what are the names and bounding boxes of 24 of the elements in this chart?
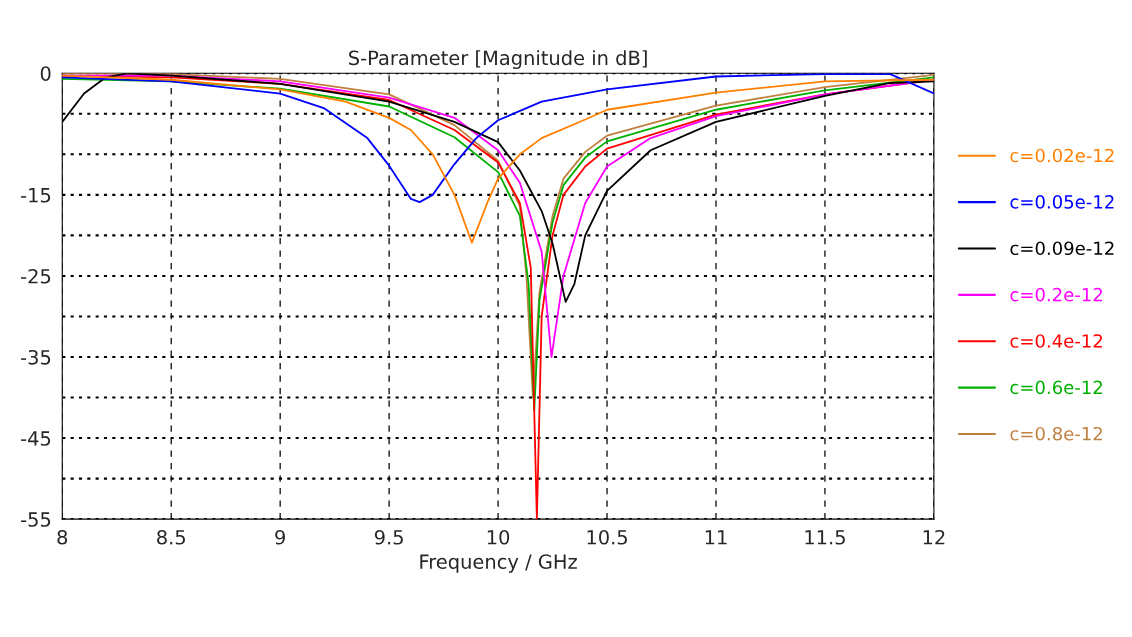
x-tick-label: 8 [57, 529, 68, 545]
x-tick-label: 10 [487, 529, 510, 545]
x-axis-title: Frequency / GHz [420, 554, 577, 573]
legend-label: c=0.09e-12 [1010, 241, 1114, 256]
x-tick-label: 9.5 [374, 529, 403, 545]
legend-label: c=0.2e-12 [1010, 287, 1102, 302]
x-tick-label: 8.5 [157, 529, 185, 545]
chart-title: S-Parameter [Magnitude in dB] [349, 50, 647, 69]
legend-label: c=0.8e-12 [1010, 426, 1102, 441]
x-tick-label: 10.5 [587, 529, 627, 545]
y-tick-label: 0 [40, 66, 51, 81]
legend-label: c=0.02e-12 [1010, 148, 1114, 163]
y-tick-label: -25 [21, 268, 51, 284]
legend-label: c=0.05e-12 [1010, 195, 1114, 209]
y-tick-label: -35 [21, 349, 51, 365]
x-tick-label: 11 [705, 530, 727, 545]
x-tick-label: 11.5 [805, 530, 845, 545]
y-tick-label: -45 [21, 431, 51, 446]
legend-label: c=0.4e-12 [1010, 334, 1102, 348]
legend-label: c=0.6e-12 [1010, 380, 1102, 395]
y-tick-label: -15 [21, 188, 51, 203]
x-tick-label: 12 [923, 529, 945, 545]
y-tick-label: -55 [21, 512, 51, 527]
x-tick-label: 9 [275, 529, 285, 545]
